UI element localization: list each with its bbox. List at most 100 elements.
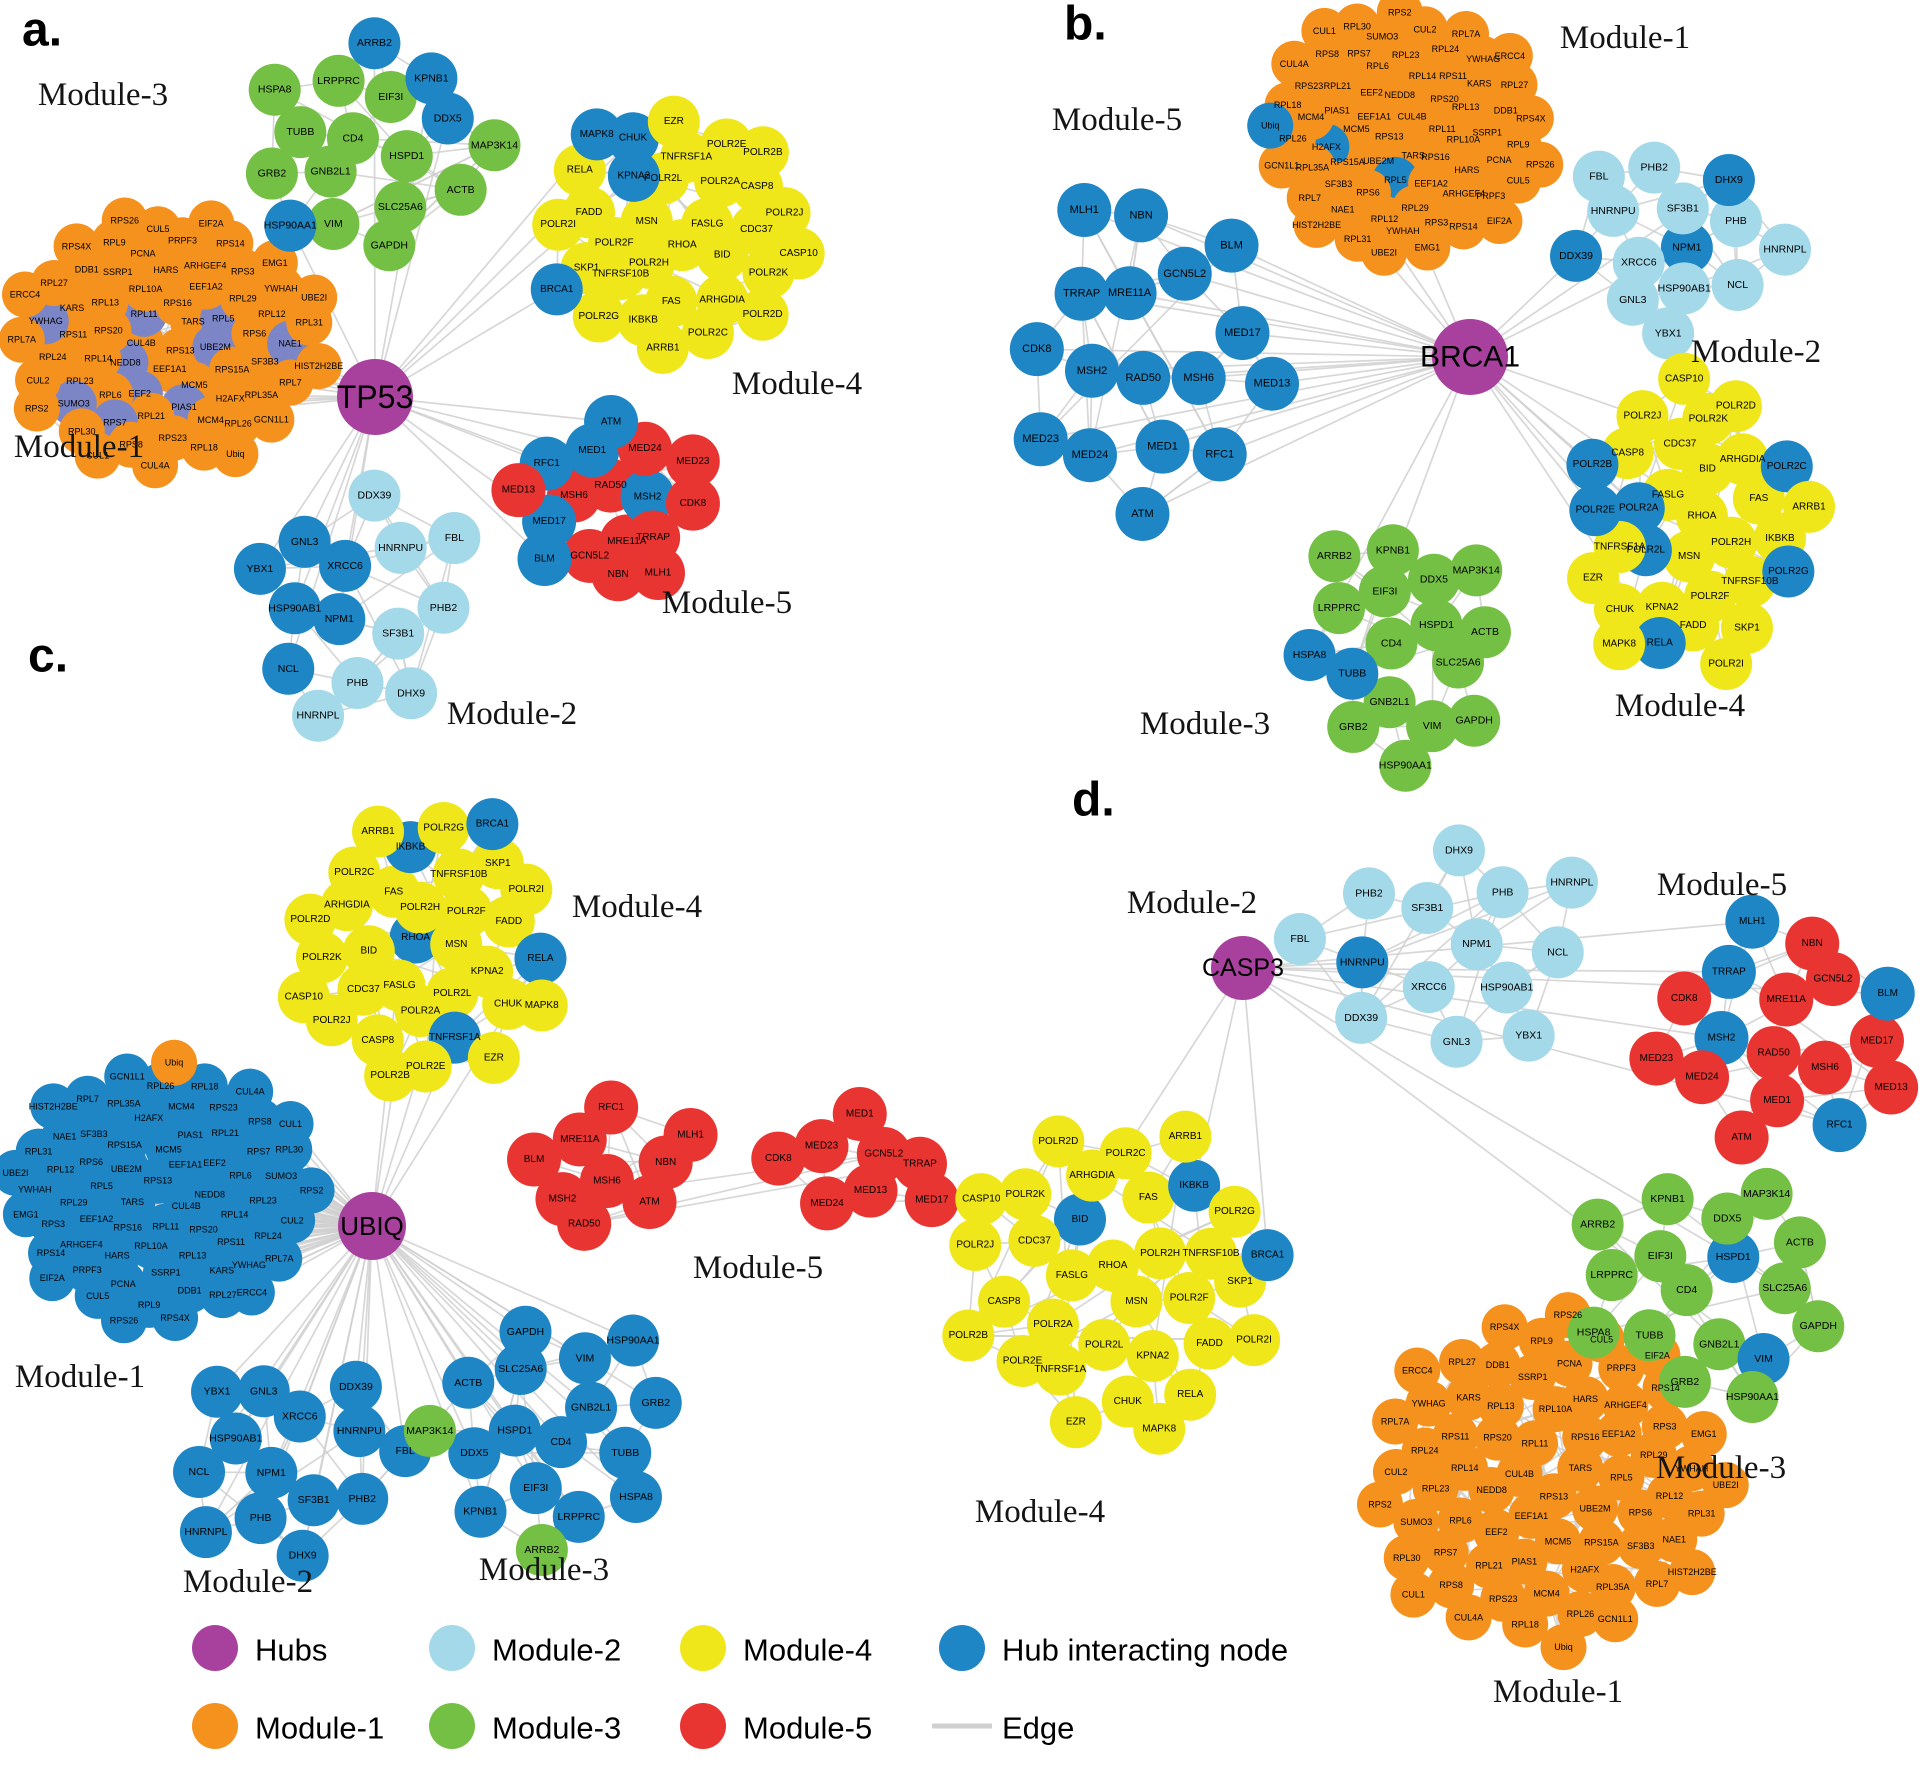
node-EIF3I[interactable] [364, 71, 417, 124]
node-GNB2L1[interactable] [1363, 676, 1416, 729]
node-IKBKB[interactable] [1168, 1159, 1221, 1212]
node-HSPA8[interactable] [1567, 1306, 1620, 1359]
node-EZR[interactable] [1049, 1396, 1102, 1449]
node-HSP90AB1[interactable] [1658, 262, 1711, 315]
node-NPM1[interactable] [1450, 918, 1503, 971]
node-CUL1[interactable] [267, 1100, 314, 1147]
node-POLR2C[interactable] [681, 306, 734, 359]
node-HSP90AA1[interactable] [1726, 1370, 1779, 1423]
node-HSPA8[interactable] [248, 63, 301, 116]
node-HNRNPU[interactable] [333, 1405, 386, 1458]
node-HARS[interactable] [1562, 1376, 1609, 1423]
node-POLR2F[interactable] [1163, 1271, 1216, 1324]
node-RPS2[interactable] [1376, 0, 1423, 36]
node-POLR2I[interactable] [1228, 1314, 1281, 1367]
node-MED13[interactable] [843, 1163, 898, 1218]
node-FBL[interactable] [428, 512, 481, 565]
node-GCN1L1[interactable] [1592, 1596, 1639, 1643]
node-MLH1[interactable] [1725, 894, 1780, 949]
node-UBE2I[interactable] [0, 1149, 39, 1196]
node-RPL7[interactable] [64, 1075, 111, 1122]
node-HSP90AA1[interactable] [264, 199, 317, 252]
node-GNB2L1[interactable] [1693, 1318, 1746, 1371]
node-ACTB[interactable] [434, 163, 487, 216]
node-HSPA8[interactable] [609, 1470, 662, 1523]
node-DHX9[interactable] [1432, 824, 1485, 877]
node-RFC1[interactable] [1812, 1098, 1867, 1153]
node-GAPDH[interactable] [499, 1305, 552, 1358]
node-MAPK8[interactable] [1593, 618, 1646, 671]
node-NPM1[interactable] [245, 1446, 298, 1499]
node-SF3B1[interactable] [287, 1474, 340, 1527]
node-MED1[interactable] [1135, 419, 1190, 474]
node-RPL27[interactable] [1439, 1339, 1486, 1386]
node-ARRB2[interactable] [515, 1523, 568, 1576]
node-BID[interactable] [1053, 1193, 1106, 1246]
node-GCN1L1[interactable] [248, 396, 295, 443]
node-GAPDH[interactable] [363, 219, 416, 272]
node-BLM[interactable] [1860, 966, 1915, 1021]
node-RPL11[interactable] [1511, 1420, 1558, 1467]
node-HNRNPU[interactable] [374, 521, 427, 574]
node-EZR[interactable] [647, 95, 700, 148]
node-NPM1[interactable] [1660, 221, 1713, 274]
node-NCL[interactable] [1531, 926, 1584, 979]
node-CDK8[interactable] [665, 476, 720, 531]
node-FAS[interactable] [367, 865, 420, 918]
node-FBL[interactable] [1273, 912, 1326, 965]
node-CUL1[interactable] [74, 432, 121, 479]
node-HNRNPU[interactable] [1336, 936, 1389, 989]
node-MSH6[interactable] [579, 1154, 634, 1209]
node-PHB[interactable] [1709, 195, 1762, 248]
node-RPS4X[interactable] [1507, 95, 1554, 142]
node-CUL4A[interactable] [1445, 1594, 1492, 1641]
node-POLR2A[interactable] [1027, 1298, 1080, 1351]
node-Ubiq[interactable] [1540, 1624, 1587, 1671]
node-DHX9[interactable] [276, 1529, 329, 1582]
node-RAD50[interactable] [557, 1196, 612, 1251]
node-DDX5[interactable] [1701, 1192, 1754, 1245]
node-MED24[interactable] [1675, 1050, 1730, 1105]
node-MAPK8[interactable] [515, 979, 568, 1032]
node-MSH2[interactable] [620, 469, 675, 524]
node-MED1[interactable] [1750, 1073, 1805, 1128]
node-MED13[interactable] [1864, 1060, 1919, 1115]
node-POLR2G[interactable] [1762, 545, 1815, 598]
node-PHB[interactable] [331, 656, 384, 709]
node-POLR2B[interactable] [736, 126, 789, 179]
node-POLR2H[interactable] [1705, 516, 1758, 569]
node-HNRNPL[interactable] [179, 1506, 232, 1559]
node-RPL23[interactable] [1412, 1465, 1459, 1512]
node-HSPA8[interactable] [1283, 628, 1336, 681]
node-CUL4A[interactable] [227, 1068, 274, 1115]
node-EMG1[interactable] [1404, 224, 1451, 271]
node-HNRNPL[interactable] [1545, 856, 1598, 909]
node-GNL3[interactable] [1606, 273, 1659, 326]
node-DDX39[interactable] [1550, 229, 1603, 282]
node-EIF2A[interactable] [188, 200, 235, 247]
node-DDX39[interactable] [329, 1360, 382, 1413]
node-EIF3I[interactable] [1634, 1230, 1687, 1283]
node-KPNB1[interactable] [1641, 1173, 1694, 1226]
node-ARRB1[interactable] [352, 805, 405, 858]
node-MED23[interactable] [1629, 1031, 1684, 1086]
node-POLR2L[interactable] [1078, 1318, 1131, 1371]
node-GNL3[interactable] [278, 515, 331, 568]
node-POLR2B[interactable] [942, 1309, 995, 1362]
node-ARHGDIA[interactable] [1716, 433, 1769, 486]
node-POLR2I[interactable] [500, 863, 553, 916]
node-EMG1[interactable] [1680, 1411, 1727, 1458]
node-LRPPRC[interactable] [312, 54, 365, 107]
node-RPS2[interactable] [13, 385, 60, 432]
node-ARRB2[interactable] [348, 17, 401, 70]
node-GCN1L1[interactable] [104, 1053, 151, 1100]
node-HSPD1[interactable] [488, 1404, 541, 1457]
node-BLM[interactable] [1204, 218, 1259, 273]
node-PIAS1[interactable] [1501, 1538, 1548, 1585]
node-MRE11A[interactable] [1102, 266, 1157, 321]
node-POLR2K[interactable] [999, 1168, 1052, 1221]
node-RPL5[interactable] [1598, 1454, 1645, 1501]
node-HIST2H2BE[interactable] [1669, 1549, 1716, 1596]
node-CUL4A[interactable] [132, 442, 179, 489]
node-PHB2[interactable] [336, 1472, 389, 1525]
